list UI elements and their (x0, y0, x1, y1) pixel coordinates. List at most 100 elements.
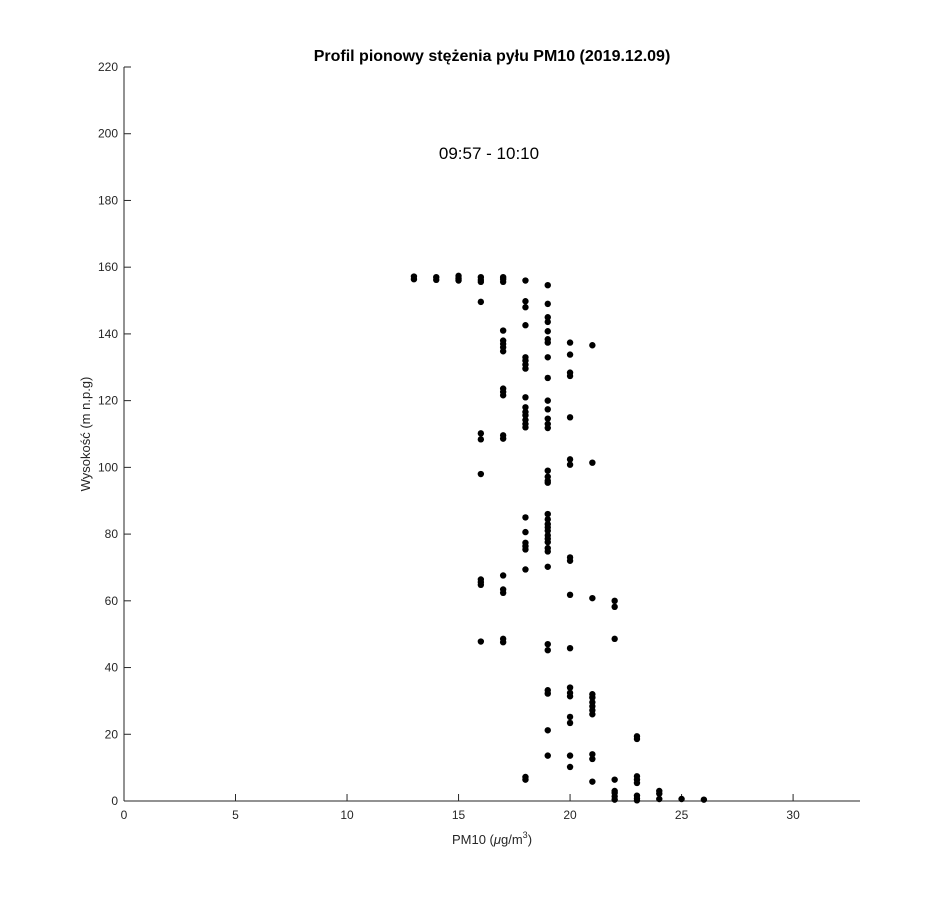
data-point (566, 719, 574, 727)
data-point (611, 603, 618, 611)
data-point (633, 779, 641, 787)
data-point (566, 713, 574, 721)
data-point (544, 548, 551, 555)
data-point (544, 646, 551, 654)
data-point (544, 424, 551, 432)
x-tick-label: 30 (786, 808, 800, 822)
data-point (566, 456, 574, 463)
data-point (544, 318, 551, 326)
data-point (522, 394, 529, 401)
data-point (499, 638, 507, 646)
data-point (477, 298, 485, 306)
data-points (410, 272, 708, 804)
y-tick-label: 60 (105, 594, 119, 608)
data-point (544, 727, 551, 734)
y-tick-label: 120 (98, 394, 118, 408)
data-point (544, 752, 551, 759)
data-point (544, 374, 551, 382)
y-tick-label: 180 (98, 193, 118, 207)
x-axis-label-mu: μ (493, 832, 501, 847)
data-point (589, 459, 596, 466)
data-point (477, 638, 485, 645)
data-point (589, 342, 596, 349)
y-tick-label: 200 (98, 127, 118, 141)
data-point (566, 414, 574, 421)
data-point (589, 711, 596, 718)
data-point (589, 594, 596, 602)
data-point (499, 435, 507, 442)
data-point (477, 436, 485, 443)
data-point (477, 430, 485, 437)
data-point (499, 348, 507, 355)
data-point (522, 365, 529, 372)
data-point (566, 557, 574, 564)
data-point (477, 581, 485, 589)
y-tick-label: 100 (98, 460, 118, 474)
x-axis-label-unit: g/m (501, 832, 523, 847)
data-point (566, 372, 574, 380)
y-tick-label: 160 (98, 260, 118, 274)
data-point (656, 795, 663, 803)
data-point (410, 275, 418, 283)
data-point (544, 516, 551, 523)
x-ticks: 0 5 10 15 20 25 30 (121, 794, 800, 822)
x-tick-label: 10 (340, 808, 354, 822)
data-point (544, 467, 551, 474)
data-point (544, 640, 551, 648)
data-point (566, 752, 574, 759)
y-tick-label: 140 (98, 327, 118, 341)
y-tick-label: 0 (111, 794, 118, 808)
data-point (611, 796, 618, 803)
data-point (522, 412, 529, 419)
data-point (544, 479, 551, 486)
data-point (544, 415, 551, 422)
data-point (499, 589, 507, 597)
data-point (544, 538, 551, 546)
data-point (544, 354, 551, 361)
data-point (522, 528, 529, 536)
x-tick-label: 15 (452, 808, 466, 822)
data-point (477, 470, 485, 478)
data-point (544, 510, 551, 518)
x-axis-label-suffix: ) (528, 832, 532, 847)
data-point (522, 424, 529, 431)
y-axis-label: Wysokość (m n.p.g) (78, 377, 93, 492)
data-point (589, 755, 596, 763)
data-point (544, 328, 551, 335)
data-point (522, 277, 529, 284)
data-point (499, 327, 507, 334)
data-point (566, 339, 574, 346)
data-point (522, 298, 529, 305)
y-tick-label: 220 (98, 60, 118, 74)
data-point (522, 322, 529, 329)
y-tick-label: 80 (105, 527, 119, 541)
data-point (566, 644, 574, 652)
y-tick-label: 20 (105, 727, 119, 741)
data-point (566, 591, 574, 599)
data-point (433, 276, 440, 284)
data-point (522, 776, 529, 783)
y-tick-label: 40 (105, 661, 119, 675)
data-point (566, 763, 574, 771)
data-point (544, 527, 551, 534)
data-point (633, 797, 641, 804)
data-point (544, 406, 551, 413)
x-tick-label: 0 (121, 808, 128, 822)
data-point (566, 351, 574, 358)
data-point (522, 566, 529, 573)
data-point (544, 300, 551, 308)
time-range-annotation: 09:57 - 10:10 (439, 144, 539, 163)
data-point (499, 392, 507, 399)
data-point (566, 684, 574, 691)
x-axis-label-prefix: PM10 ( (452, 832, 495, 847)
y-ticks: 0 20 40 60 80 100 120 140 160 180 200 220 (98, 60, 131, 808)
data-point (544, 314, 551, 321)
x-axis-label-exponent: 3 (523, 830, 528, 840)
x-tick-label: 20 (563, 808, 577, 822)
data-point (589, 778, 596, 785)
data-point (522, 546, 529, 553)
data-point (633, 735, 641, 743)
data-point (611, 597, 618, 605)
axes (123, 67, 860, 802)
